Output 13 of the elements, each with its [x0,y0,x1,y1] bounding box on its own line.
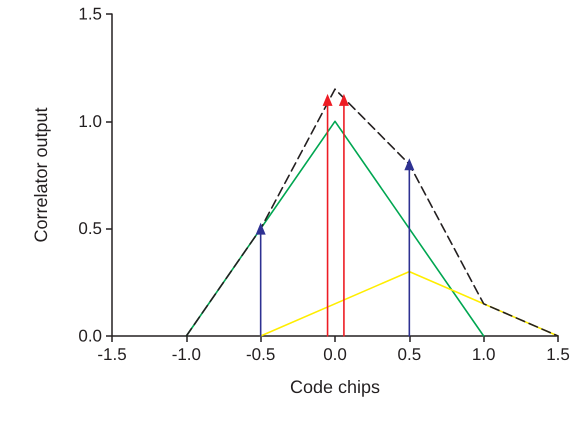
y-tick-label: 0.5 [78,219,102,238]
x-tick-label: -0.5 [246,345,276,364]
x-tick-label: 1.5 [546,345,570,364]
x-tick-label: -1.5 [97,345,127,364]
y-tick-label: 1.0 [78,112,102,131]
x-tick-label: -1.0 [172,345,201,364]
x-tick-label: 1.0 [472,345,496,364]
y-tick-label: 0.0 [78,326,102,346]
x-tick-label: 0.5 [398,345,422,364]
y-axis-title: Correlator output [31,107,51,243]
x-axis-title: Code chips [290,377,380,397]
y-tick-label: 1.5 [78,4,102,24]
x-tick-label: 0.0 [323,345,347,364]
